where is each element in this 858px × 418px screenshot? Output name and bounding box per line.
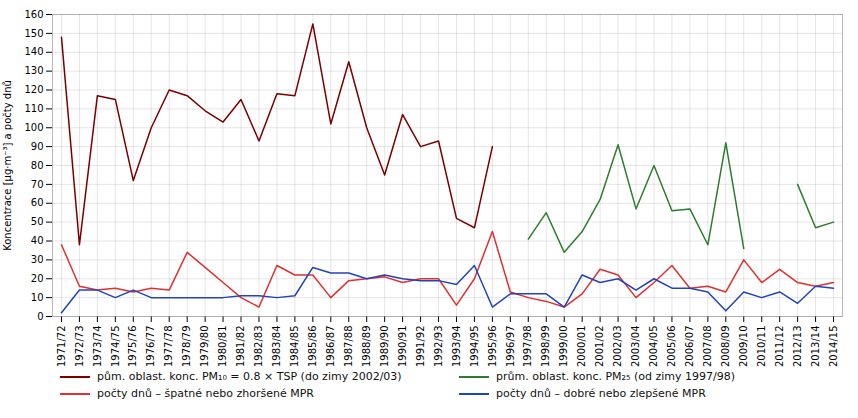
svg-text:100: 100: [24, 122, 43, 133]
svg-text:1977/78: 1977/78: [163, 326, 174, 368]
svg-text:20: 20: [31, 273, 44, 284]
svg-text:2009/10: 2009/10: [738, 326, 749, 368]
svg-text:1982/83: 1982/83: [253, 326, 264, 368]
svg-text:40: 40: [31, 235, 44, 246]
svg-text:1990/91: 1990/91: [397, 326, 408, 368]
svg-text:60: 60: [31, 197, 44, 208]
svg-text:130: 130: [24, 65, 43, 76]
svg-text:1985/86: 1985/86: [307, 326, 318, 368]
svg-text:1998/99: 1998/99: [540, 326, 551, 368]
svg-text:120: 120: [24, 84, 43, 95]
svg-text:1975/76: 1975/76: [127, 326, 138, 368]
svg-text:1992/93: 1992/93: [433, 326, 444, 368]
html-text:prům. oblast. konc. PM₂₅ (od z: prům. oblast. konc. PM₂₅ (od zimy 1997/9…: [496, 370, 735, 383]
svg-text:2001/02: 2001/02: [594, 326, 605, 368]
svg-text:2003/04: 2003/04: [630, 326, 641, 368]
svg-text:2010/11: 2010/11: [756, 326, 767, 368]
svg-text:1988/89: 1988/89: [361, 326, 372, 368]
svg-text:50: 50: [31, 216, 44, 227]
svg-text:1972/73: 1972/73: [74, 326, 85, 368]
svg-text:140: 140: [24, 46, 43, 57]
svg-text:1981/82: 1981/82: [235, 326, 246, 368]
svg-text:1976/77: 1976/77: [145, 326, 156, 368]
svg-text:Koncentrace [μg·m⁻³] a počty d: Koncentrace [μg·m⁻³] a počty dnů: [2, 80, 13, 251]
svg-text:2011/12: 2011/12: [774, 326, 785, 368]
svg-text:1987/88: 1987/88: [343, 326, 354, 368]
svg-text:10: 10: [31, 292, 44, 303]
svg-text:1980/81: 1980/81: [217, 326, 228, 368]
svg-text:1978/79: 1978/79: [181, 326, 192, 368]
svg-text:1986/87: 1986/87: [325, 326, 336, 368]
svg-text:160: 160: [24, 9, 43, 20]
svg-text:2004/05: 2004/05: [648, 326, 659, 368]
svg-text:2014/15: 2014/15: [828, 326, 839, 368]
svg-text:30: 30: [31, 254, 44, 265]
svg-text:1971/72: 1971/72: [56, 326, 67, 368]
svg-text:1993/94: 1993/94: [451, 326, 462, 368]
svg-text:2013/14: 2013/14: [810, 326, 821, 368]
svg-text:70: 70: [31, 179, 44, 190]
svg-text:1983/84: 1983/84: [271, 326, 282, 368]
svg-text:0: 0: [37, 311, 43, 322]
svg-text:1991/92: 1991/92: [415, 326, 426, 368]
svg-text:1999/00: 1999/00: [558, 326, 569, 368]
svg-text:1979/80: 1979/80: [199, 326, 210, 368]
svg-text:2000/01: 2000/01: [576, 326, 587, 368]
svg-text:1973/74: 1973/74: [92, 326, 103, 368]
svg-text:1997/98: 1997/98: [522, 326, 533, 368]
svg-text:2005/06: 2005/06: [666, 326, 677, 368]
svg-text:1984/85: 1984/85: [289, 326, 300, 368]
svg-text:1994/95: 1994/95: [469, 326, 480, 368]
svg-text:1995/96: 1995/96: [487, 326, 498, 368]
svg-text:1974/75: 1974/75: [110, 326, 121, 368]
svg-text:80: 80: [31, 160, 44, 171]
svg-text:150: 150: [24, 28, 43, 39]
svg-text:1996/97: 1996/97: [505, 326, 516, 368]
html-text:počty dnů – špatné nebo zhorše: počty dnů – špatné nebo zhoršené MPR: [97, 387, 314, 400]
svg-text:90: 90: [31, 141, 44, 152]
svg-text:2008/09: 2008/09: [720, 326, 731, 368]
svg-text:2002/03: 2002/03: [612, 326, 623, 368]
svg-text:2012/13: 2012/13: [792, 326, 803, 368]
html-text:pům. oblast. konc. PM₁₀ = 0.8: pům. oblast. konc. PM₁₀ = 0.8 × TSP (do …: [97, 370, 402, 383]
svg-text:2006/07: 2006/07: [684, 326, 695, 368]
html-text:počty dnů – dobré nebo zlepšen: počty dnů – dobré nebo zlepšené MPR: [496, 387, 706, 400]
svg-text:1989/90: 1989/90: [379, 326, 390, 368]
svg-text:110: 110: [24, 103, 43, 114]
svg-text:2007/08: 2007/08: [702, 326, 713, 368]
